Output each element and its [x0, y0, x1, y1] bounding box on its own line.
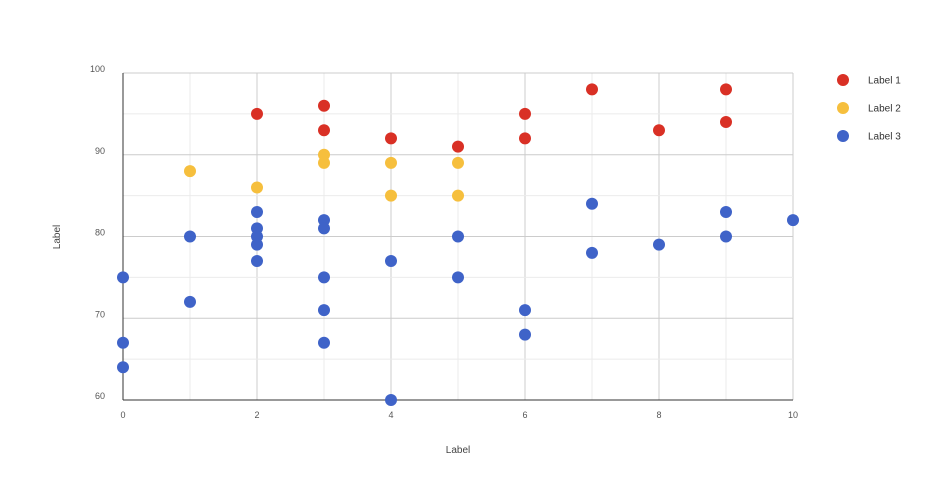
legend-label: Label 3 — [868, 132, 901, 143]
data-point-label-3 — [586, 197, 598, 210]
data-point-label-1 — [452, 140, 464, 153]
legend-marker — [837, 102, 849, 114]
data-point-label-3 — [519, 304, 531, 317]
data-point-label-1 — [720, 83, 732, 96]
data-point-label-3 — [251, 205, 263, 218]
data-point-label-3 — [787, 214, 799, 227]
legend-label: Label 2 — [868, 104, 901, 115]
data-point-label-2 — [318, 156, 330, 169]
data-point-label-2 — [251, 181, 263, 194]
data-point-label-1 — [653, 124, 665, 137]
x-tick-label: 0 — [120, 410, 125, 420]
data-point-label-1 — [251, 107, 263, 120]
legend-label: Label 1 — [868, 76, 901, 87]
y-tick-label: 60 — [95, 391, 105, 401]
data-point-label-3 — [720, 230, 732, 243]
data-point-label-2 — [452, 156, 464, 169]
data-point-label-2 — [385, 189, 397, 202]
data-point-label-1 — [318, 124, 330, 137]
x-tick-label: 8 — [656, 410, 661, 420]
x-tick-label: 2 — [254, 410, 259, 420]
tick-labels: 0 2 4 6 8 10 60 70 80 90 100 — [90, 64, 798, 420]
data-point-label-1 — [318, 99, 330, 112]
data-point-label-1 — [720, 116, 732, 129]
data-point-label-3 — [385, 394, 397, 406]
data-point-label-1 — [519, 107, 531, 120]
data-point-label-1 — [385, 132, 397, 145]
legend-marker — [837, 130, 849, 142]
y-tick-label: 80 — [95, 228, 105, 238]
data-point-label-3 — [251, 255, 263, 268]
data-point-label-3 — [452, 230, 464, 243]
data-point-label-3 — [117, 336, 129, 349]
data-point-label-3 — [586, 246, 598, 259]
data-point-label-3 — [653, 238, 665, 251]
data-point-label-3 — [251, 238, 263, 251]
data-point-label-3 — [318, 271, 330, 284]
data-point-label-3 — [385, 255, 397, 268]
data-point-label-2 — [385, 156, 397, 169]
legend-item: Label 1 — [837, 74, 901, 87]
data-point-label-3 — [452, 271, 464, 284]
data-point-label-3 — [318, 336, 330, 349]
data-point-label-3 — [117, 271, 129, 284]
legend: Label 1 Label 2 Label 3 — [837, 74, 901, 143]
x-axis-title: Label — [446, 445, 470, 456]
data-point-label-1 — [586, 83, 598, 96]
data-point-label-3 — [184, 230, 196, 243]
x-tick-label: 10 — [788, 410, 798, 420]
y-tick-label: 100 — [90, 64, 105, 74]
y-tick-label: 70 — [95, 309, 105, 319]
x-tick-label: 4 — [388, 410, 393, 420]
legend-item: Label 2 — [837, 102, 901, 115]
y-axis-title: Label — [52, 225, 63, 249]
data-point-label-3 — [519, 328, 531, 341]
data-point-label-2 — [184, 165, 196, 178]
data-points — [117, 83, 799, 406]
data-point-label-2 — [452, 189, 464, 202]
data-point-label-3 — [318, 222, 330, 235]
legend-marker — [837, 74, 849, 86]
x-tick-label: 6 — [522, 410, 527, 420]
data-point-label-3 — [720, 205, 732, 218]
data-point-label-1 — [519, 132, 531, 145]
data-point-label-3 — [318, 304, 330, 317]
data-point-label-3 — [184, 295, 196, 308]
y-tick-label: 90 — [95, 146, 105, 156]
legend-item: Label 3 — [837, 130, 901, 143]
data-point-label-3 — [117, 361, 129, 374]
